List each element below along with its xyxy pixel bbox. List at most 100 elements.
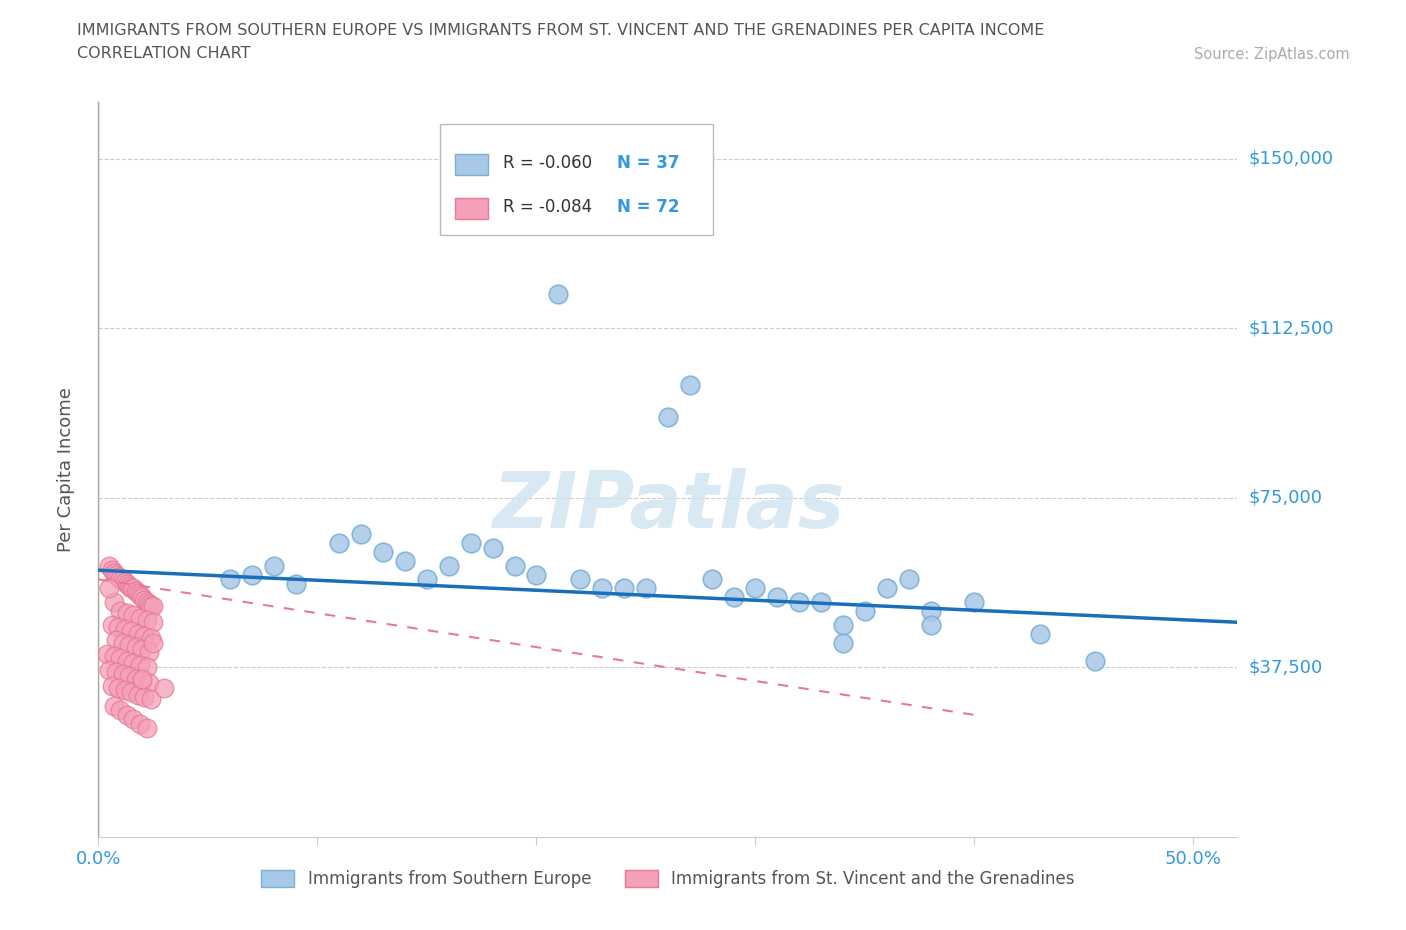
Point: [142, 635, 165, 650]
Point: [110, 651, 132, 666]
Point: [138, 644, 160, 659]
FancyBboxPatch shape: [456, 198, 488, 219]
Point: [134, 689, 156, 704]
Point: [103, 565, 125, 580]
Point: [134, 629, 156, 644]
Point: [142, 615, 165, 630]
Text: $75,000: $75,000: [1249, 489, 1323, 507]
Point: [122, 712, 145, 727]
Point: [104, 665, 127, 680]
Point: [96, 646, 118, 661]
Point: [104, 567, 127, 582]
Point: [120, 581, 142, 596]
Point: [481, 540, 503, 555]
Point: [787, 594, 810, 609]
Text: $112,500: $112,500: [1249, 319, 1334, 338]
Point: [104, 633, 127, 648]
Point: [876, 581, 898, 596]
Point: [138, 597, 160, 612]
Text: $37,500: $37,500: [1249, 658, 1323, 676]
Point: [118, 637, 141, 652]
Point: [832, 635, 855, 650]
Point: [107, 619, 129, 634]
Point: [100, 618, 122, 632]
Point: [810, 594, 832, 609]
Point: [284, 577, 307, 591]
FancyBboxPatch shape: [456, 154, 488, 176]
Point: [127, 626, 149, 641]
Point: [129, 588, 152, 603]
Text: R = -0.060: R = -0.060: [503, 153, 592, 171]
Point: [100, 678, 122, 693]
Point: [437, 558, 460, 573]
Point: [139, 692, 162, 707]
Point: [115, 605, 138, 620]
Point: [114, 621, 136, 636]
Point: [110, 572, 132, 587]
Point: [120, 624, 142, 639]
Point: [122, 656, 145, 671]
Point: [135, 721, 157, 736]
Point: [118, 669, 141, 684]
FancyBboxPatch shape: [440, 125, 713, 234]
Point: [142, 599, 165, 614]
Point: [131, 671, 153, 686]
Point: [115, 577, 138, 591]
Point: [111, 572, 134, 587]
Point: [98, 662, 121, 677]
Point: [135, 660, 157, 675]
Point: [263, 558, 285, 573]
Text: N = 72: N = 72: [617, 198, 679, 216]
Point: [657, 409, 679, 424]
Point: [1029, 626, 1052, 641]
Point: [98, 558, 121, 573]
Point: [723, 590, 745, 604]
Point: [127, 585, 149, 600]
Point: [328, 536, 350, 551]
Text: ZIPatlas: ZIPatlas: [492, 469, 844, 544]
Point: [832, 618, 855, 632]
Point: [98, 581, 121, 596]
Point: [111, 667, 134, 682]
Point: [503, 558, 526, 573]
Point: [350, 526, 373, 541]
Point: [613, 581, 636, 596]
Point: [138, 676, 160, 691]
Point: [897, 572, 920, 587]
Point: [700, 572, 723, 587]
Point: [139, 599, 162, 614]
Point: [240, 567, 263, 582]
Text: $150,000: $150,000: [1249, 150, 1333, 167]
Point: [122, 608, 145, 623]
Point: [591, 581, 613, 596]
Point: [920, 618, 942, 632]
Point: [394, 553, 416, 568]
Point: [107, 681, 129, 696]
Legend: Immigrants from Southern Europe, Immigrants from St. Vincent and the Grenadines: Immigrants from Southern Europe, Immigra…: [254, 863, 1081, 895]
Point: [103, 649, 125, 664]
Y-axis label: Per Capita Income: Per Capita Income: [56, 387, 75, 552]
Point: [111, 635, 134, 650]
Point: [120, 684, 142, 699]
Point: [218, 572, 240, 587]
Point: [127, 687, 149, 702]
Point: [371, 545, 394, 560]
Point: [416, 572, 439, 587]
Point: [135, 594, 157, 609]
Text: R = -0.084: R = -0.084: [503, 198, 592, 216]
Point: [115, 708, 138, 723]
Point: [135, 613, 157, 628]
Point: [569, 572, 592, 587]
Point: [963, 594, 986, 609]
Point: [124, 583, 146, 598]
Point: [124, 671, 146, 686]
Point: [131, 673, 153, 688]
Text: N = 37: N = 37: [617, 153, 679, 171]
Point: [118, 578, 141, 593]
Point: [744, 581, 766, 596]
Point: [114, 574, 136, 589]
Point: [115, 653, 138, 668]
Point: [1084, 653, 1107, 668]
Point: [131, 590, 153, 604]
Point: [103, 698, 125, 713]
